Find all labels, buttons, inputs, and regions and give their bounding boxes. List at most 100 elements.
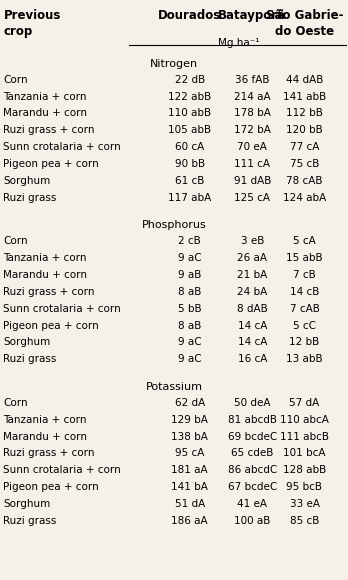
Text: 14 cB: 14 cB: [290, 287, 319, 297]
Text: Sorghum: Sorghum: [3, 338, 51, 347]
Text: Mg ha⁻¹: Mg ha⁻¹: [218, 38, 259, 48]
Text: 36 fAB: 36 fAB: [235, 75, 270, 85]
Text: 77 cA: 77 cA: [290, 142, 319, 152]
Text: 7 cAB: 7 cAB: [290, 304, 319, 314]
Text: 13 abB: 13 abB: [286, 354, 323, 364]
Text: 124 abA: 124 abA: [283, 193, 326, 202]
Text: Pigeon pea + corn: Pigeon pea + corn: [3, 159, 99, 169]
Text: 178 bA: 178 bA: [234, 108, 271, 118]
Text: Ruzi grass + corn: Ruzi grass + corn: [3, 448, 95, 458]
Text: 112 bB: 112 bB: [286, 108, 323, 118]
Text: 75 cB: 75 cB: [290, 159, 319, 169]
Text: 100 aB: 100 aB: [234, 516, 270, 526]
Text: 120 bB: 120 bB: [286, 125, 323, 135]
Text: 8 aB: 8 aB: [178, 321, 201, 331]
Text: 16 cA: 16 cA: [238, 354, 267, 364]
Text: 50 deA: 50 deA: [234, 398, 270, 408]
Text: Potassium: Potassium: [145, 382, 203, 392]
Text: 78 cAB: 78 cAB: [286, 176, 323, 186]
Text: 2 cB: 2 cB: [178, 236, 201, 246]
Text: 9 aB: 9 aB: [178, 270, 201, 280]
Text: 12 bB: 12 bB: [290, 338, 319, 347]
Text: 111 cA: 111 cA: [234, 159, 270, 169]
Text: Ruzi grass: Ruzi grass: [3, 516, 57, 526]
Text: 138 bA: 138 bA: [171, 432, 208, 441]
Text: 85 cB: 85 cB: [290, 516, 319, 526]
Text: 101 bcA: 101 bcA: [283, 448, 326, 458]
Text: 33 eA: 33 eA: [290, 499, 319, 509]
Text: 8 dAB: 8 dAB: [237, 304, 268, 314]
Text: Ruzi grass: Ruzi grass: [3, 354, 57, 364]
Text: Sorghum: Sorghum: [3, 499, 51, 509]
Text: Pigeon pea + corn: Pigeon pea + corn: [3, 482, 99, 492]
Text: 14 cA: 14 cA: [238, 321, 267, 331]
Text: 105 abB: 105 abB: [168, 125, 211, 135]
Text: 128 abB: 128 abB: [283, 465, 326, 475]
Text: Phosphorus: Phosphorus: [142, 220, 206, 230]
Text: Marandu + corn: Marandu + corn: [3, 108, 87, 118]
Text: Ruzi grass + corn: Ruzi grass + corn: [3, 125, 95, 135]
Text: São Gabrie-: São Gabrie-: [266, 9, 343, 21]
Text: 70 eA: 70 eA: [237, 142, 267, 152]
Text: 60 cA: 60 cA: [175, 142, 204, 152]
Text: 41 eA: 41 eA: [237, 499, 267, 509]
Text: Previous: Previous: [3, 9, 61, 21]
Text: 111 abcB: 111 abcB: [280, 432, 329, 441]
Text: Batayporã: Batayporã: [218, 9, 286, 21]
Text: Nitrogen: Nitrogen: [150, 59, 198, 68]
Text: Tanzania + corn: Tanzania + corn: [3, 253, 87, 263]
Text: Marandu + corn: Marandu + corn: [3, 432, 87, 441]
Text: Corn: Corn: [3, 75, 28, 85]
Text: 95 cA: 95 cA: [175, 448, 204, 458]
Text: 9 aC: 9 aC: [178, 354, 201, 364]
Text: Ruzi grass + corn: Ruzi grass + corn: [3, 287, 95, 297]
Text: 51 dA: 51 dA: [175, 499, 205, 509]
Text: 5 cA: 5 cA: [293, 236, 316, 246]
Text: 22 dB: 22 dB: [175, 75, 205, 85]
Text: 62 dA: 62 dA: [175, 398, 205, 408]
Text: Marandu + corn: Marandu + corn: [3, 270, 87, 280]
Text: crop: crop: [3, 25, 33, 38]
Text: 26 aA: 26 aA: [237, 253, 267, 263]
Text: 8 aB: 8 aB: [178, 287, 201, 297]
Text: 110 abB: 110 abB: [168, 108, 211, 118]
Text: 15 abB: 15 abB: [286, 253, 323, 263]
Text: 81 abcdB: 81 abcdB: [228, 415, 277, 425]
Text: 5 bB: 5 bB: [178, 304, 201, 314]
Text: Ruzi grass: Ruzi grass: [3, 193, 57, 202]
Text: 9 aC: 9 aC: [178, 338, 201, 347]
Text: Sunn crotalaria + corn: Sunn crotalaria + corn: [3, 465, 121, 475]
Text: 181 aA: 181 aA: [171, 465, 208, 475]
Text: 91 dAB: 91 dAB: [234, 176, 271, 186]
Text: 110 abcA: 110 abcA: [280, 415, 329, 425]
Text: 44 dAB: 44 dAB: [286, 75, 323, 85]
Text: 67 bcdeC: 67 bcdeC: [228, 482, 277, 492]
Text: 61 cB: 61 cB: [175, 176, 204, 186]
Text: 186 aA: 186 aA: [171, 516, 208, 526]
Text: 214 aA: 214 aA: [234, 92, 271, 102]
Text: 5 cC: 5 cC: [293, 321, 316, 331]
Text: 86 abcdC: 86 abcdC: [228, 465, 277, 475]
Text: 3 eB: 3 eB: [240, 236, 264, 246]
Text: Corn: Corn: [3, 398, 28, 408]
Text: Tanzania + corn: Tanzania + corn: [3, 92, 87, 102]
Text: 117 abA: 117 abA: [168, 193, 211, 202]
Text: Sorghum: Sorghum: [3, 176, 51, 186]
Text: Tanzania + corn: Tanzania + corn: [3, 415, 87, 425]
Text: Corn: Corn: [3, 236, 28, 246]
Text: 65 cdeB: 65 cdeB: [231, 448, 274, 458]
Text: 90 bB: 90 bB: [175, 159, 205, 169]
Text: 9 aC: 9 aC: [178, 253, 201, 263]
Text: 69 bcdeC: 69 bcdeC: [228, 432, 277, 441]
Text: Dourados: Dourados: [158, 9, 221, 21]
Text: 141 abB: 141 abB: [283, 92, 326, 102]
Text: 7 cB: 7 cB: [293, 270, 316, 280]
Text: 95 bcB: 95 bcB: [286, 482, 323, 492]
Text: 129 bA: 129 bA: [171, 415, 208, 425]
Text: 172 bA: 172 bA: [234, 125, 271, 135]
Text: 125 cA: 125 cA: [234, 193, 270, 202]
Text: 24 bA: 24 bA: [237, 287, 267, 297]
Text: do Oeste: do Oeste: [275, 25, 334, 38]
Text: 57 dA: 57 dA: [290, 398, 319, 408]
Text: 21 bA: 21 bA: [237, 270, 267, 280]
